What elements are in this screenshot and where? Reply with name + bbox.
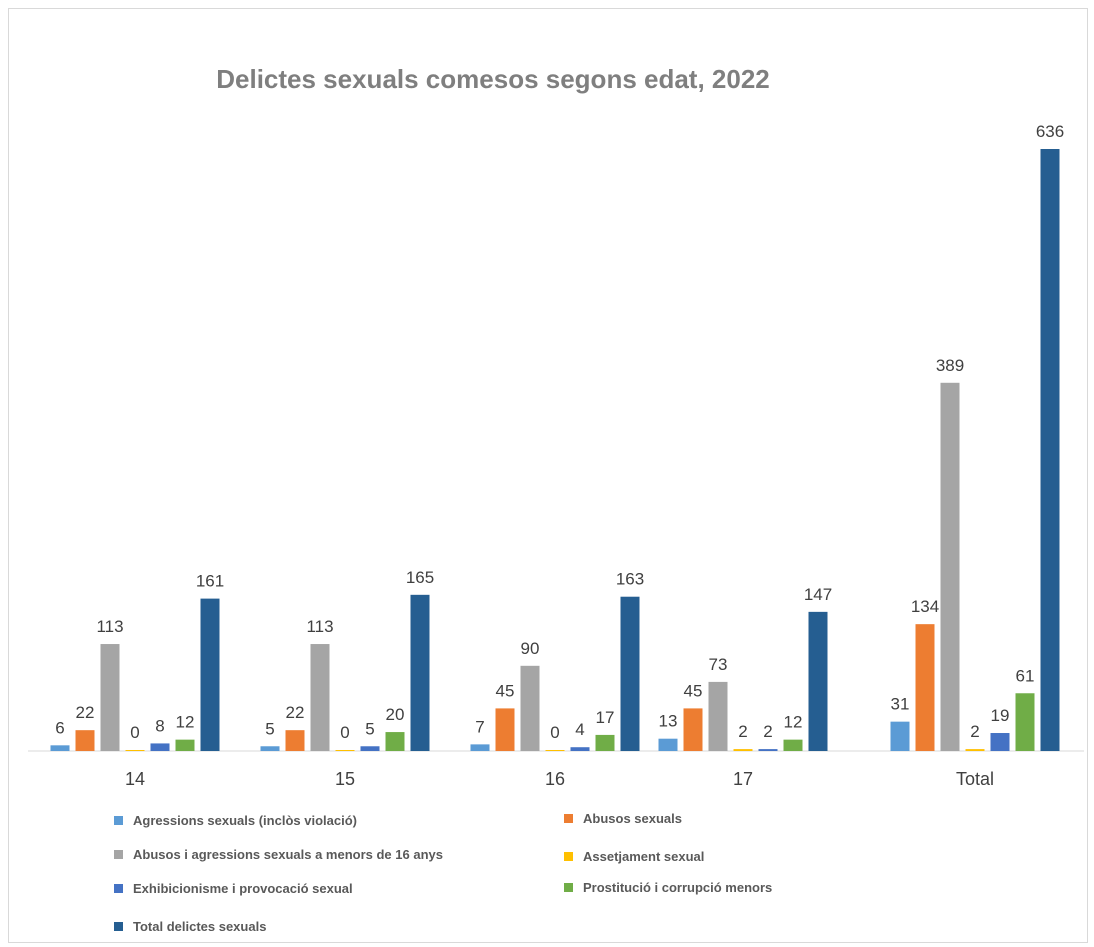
- bar: [1015, 693, 1035, 751]
- data-label: 389: [936, 356, 964, 375]
- legend-swatch: [564, 852, 573, 861]
- data-label: 19: [991, 706, 1010, 725]
- data-label: 5: [365, 719, 374, 738]
- bar: [915, 624, 935, 751]
- bar: [495, 708, 515, 751]
- data-label: 4: [575, 720, 584, 739]
- data-label: 165: [406, 568, 434, 587]
- data-label: 134: [911, 597, 939, 616]
- legend-label: Prostitució i corrupció menors: [583, 880, 773, 895]
- bar: [1040, 149, 1060, 751]
- data-label: 113: [96, 617, 123, 636]
- data-label: 12: [176, 713, 195, 732]
- data-label: 0: [340, 723, 349, 742]
- bar: [260, 746, 280, 751]
- bar: [990, 733, 1010, 751]
- x-tick-label: Total: [956, 769, 994, 789]
- data-label: 45: [684, 681, 703, 700]
- data-label: 8: [155, 716, 164, 735]
- legend-swatch: [564, 883, 573, 892]
- x-tick-label: 16: [545, 769, 565, 789]
- data-label: 17: [596, 708, 615, 727]
- bar: [570, 747, 590, 751]
- legend-swatch: [114, 884, 123, 893]
- legend-item: Total delictes sexuals: [114, 919, 266, 934]
- bar: [620, 596, 640, 751]
- legend-swatch: [114, 850, 123, 859]
- x-tick-label: 17: [733, 769, 753, 789]
- legend-swatch: [114, 922, 123, 931]
- bar: [310, 644, 330, 751]
- bar: [965, 749, 985, 751]
- data-label: 7: [475, 717, 484, 736]
- data-label: 5: [265, 719, 274, 738]
- bar: [285, 730, 305, 751]
- x-tick-label: 15: [335, 769, 355, 789]
- data-label: 0: [130, 723, 139, 742]
- bar: [708, 681, 728, 751]
- bar: [758, 749, 778, 751]
- bar: [150, 743, 170, 751]
- bar: [658, 738, 678, 751]
- data-label: 22: [286, 703, 305, 722]
- bar: [100, 644, 120, 751]
- data-label: 73: [709, 655, 728, 674]
- data-label: 31: [891, 695, 910, 714]
- legend-item: Exhibicionisme i provocació sexual: [114, 881, 353, 896]
- bar: [470, 744, 490, 751]
- chart-frame: [8, 8, 1088, 943]
- chart-title: Delictes sexuals comesos segons edat, 20…: [216, 64, 770, 94]
- bar: [595, 734, 615, 751]
- legend-item: Prostitució i corrupció menors: [564, 880, 772, 895]
- bar: [385, 732, 405, 751]
- x-tick-label: 14: [125, 769, 145, 789]
- legend-label: Abusos i agressions sexuals a menors de …: [133, 847, 443, 862]
- data-label: 20: [386, 705, 405, 724]
- bar: [200, 598, 220, 751]
- legend-item: Abusos i agressions sexuals a menors de …: [114, 847, 443, 862]
- bar: [683, 708, 703, 751]
- bar: [940, 382, 960, 751]
- legend-item: Assetjament sexual: [564, 849, 704, 864]
- data-label: 12: [784, 713, 803, 732]
- legend-swatch: [114, 816, 123, 825]
- data-label: 163: [616, 570, 644, 589]
- data-label: 45: [496, 681, 515, 700]
- legend-swatch: [564, 814, 573, 823]
- data-label: 13: [659, 712, 678, 731]
- bar: [175, 739, 195, 751]
- data-label: 636: [1036, 122, 1064, 141]
- data-label: 22: [76, 703, 95, 722]
- data-label: 147: [804, 585, 832, 604]
- legend-label: Agressions sexuals (inclòs violació): [133, 813, 357, 828]
- bar: [410, 594, 430, 751]
- data-label: 113: [306, 617, 333, 636]
- legend-label: Exhibicionisme i provocació sexual: [133, 881, 353, 896]
- data-label: 61: [1016, 666, 1035, 685]
- data-label: 2: [763, 722, 772, 741]
- bar: [520, 665, 540, 751]
- data-label: 0: [550, 723, 559, 742]
- legend-label: Assetjament sexual: [583, 849, 705, 864]
- bar: [783, 739, 803, 751]
- data-label: 161: [196, 572, 224, 591]
- legend-item: Abusos sexuals: [564, 811, 682, 826]
- bar: [890, 721, 910, 751]
- legend-item: Agressions sexuals (inclòs violació): [114, 813, 357, 828]
- legend-label: Abusos sexuals: [583, 811, 682, 826]
- bar: [125, 750, 145, 751]
- bar: [733, 749, 753, 751]
- bar: [75, 730, 95, 751]
- data-label: 6: [55, 718, 64, 737]
- bar: [360, 746, 380, 751]
- data-label: 90: [521, 639, 540, 658]
- data-label: 2: [970, 722, 979, 741]
- bar: [50, 745, 70, 751]
- legend-label: Total delictes sexuals: [133, 919, 267, 934]
- data-label: 2: [738, 722, 747, 741]
- bar: [545, 750, 565, 751]
- bar: [808, 611, 828, 751]
- bar: [335, 750, 355, 751]
